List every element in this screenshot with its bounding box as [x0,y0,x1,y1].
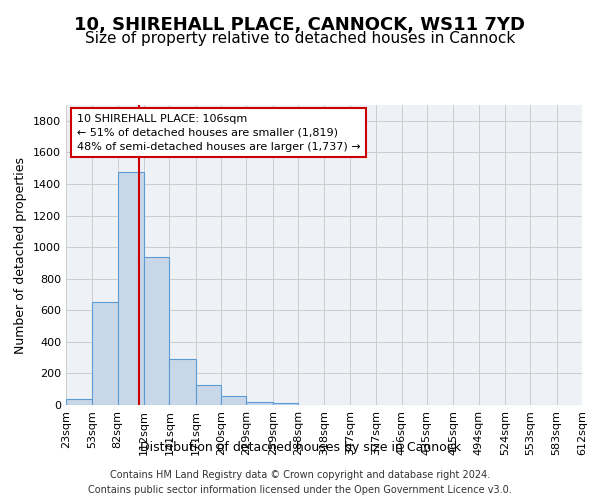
Bar [196,386,221,405]
Bar [118,172,144,405]
Text: Distribution of detached houses by size in Cannock: Distribution of detached houses by size … [139,441,461,454]
Text: Size of property relative to detached houses in Cannock: Size of property relative to detached ho… [85,31,515,46]
Text: Contains HM Land Registry data © Crown copyright and database right 2024.
Contai: Contains HM Land Registry data © Crown c… [88,470,512,495]
Bar [144,258,169,405]
Bar [221,396,247,405]
Y-axis label: Number of detached properties: Number of detached properties [14,156,28,354]
Bar [247,402,273,405]
Text: 10, SHIREHALL PLACE, CANNOCK, WS11 7YD: 10, SHIREHALL PLACE, CANNOCK, WS11 7YD [74,16,526,34]
Bar [169,359,196,405]
Text: 10 SHIREHALL PLACE: 106sqm
← 51% of detached houses are smaller (1,819)
48% of s: 10 SHIREHALL PLACE: 106sqm ← 51% of deta… [77,114,360,152]
Bar [273,404,298,405]
Bar [66,398,92,405]
Bar [92,302,118,405]
